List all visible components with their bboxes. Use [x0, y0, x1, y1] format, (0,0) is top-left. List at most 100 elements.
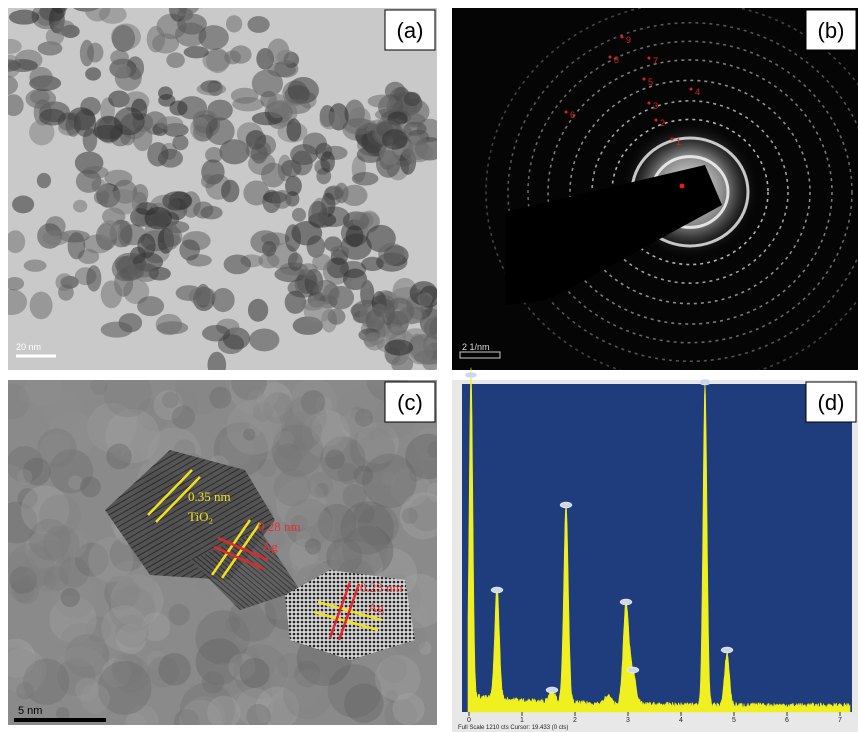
texture-blob: [172, 405, 196, 429]
texture-blob: [243, 428, 255, 440]
x-tick-label: 2: [573, 717, 577, 724]
particle: [262, 241, 276, 256]
body: 20 nm (a) 2 1/nm (b) 0.35 nm TiO₂ 0.28 n…: [0, 0, 858, 732]
particle: [224, 50, 241, 64]
ring-label: 3: [653, 101, 658, 111]
particle: [101, 322, 133, 338]
particle: [127, 263, 156, 277]
particle: [226, 15, 242, 32]
particle: [261, 163, 286, 188]
panel-label: (c): [397, 390, 423, 415]
texture-blob: [305, 538, 321, 554]
ring-marker: [621, 36, 624, 39]
particle: [364, 332, 385, 350]
x-tick-label: 7: [838, 717, 842, 724]
texture-blob: [106, 444, 132, 470]
particle: [221, 180, 239, 203]
particle: [404, 92, 421, 106]
texture-blob: [240, 658, 270, 688]
particle: [55, 273, 73, 291]
texture-blob: [202, 671, 225, 694]
panel-label: (a): [397, 18, 424, 43]
particle: [189, 287, 217, 306]
particle: [320, 111, 341, 129]
particle: [277, 50, 296, 65]
particle: [224, 254, 252, 274]
particle: [5, 277, 24, 290]
texture-blob: [17, 469, 32, 484]
plot-area: [462, 384, 852, 712]
particle: [408, 134, 428, 160]
particle: [147, 142, 168, 166]
texture-blob: [400, 492, 447, 539]
particle: [267, 62, 295, 77]
particle: [368, 95, 397, 108]
particle: [202, 325, 230, 341]
texture-blob: [207, 696, 240, 729]
texture-blob: [61, 588, 80, 607]
particle: [53, 20, 75, 35]
ring-marker: [648, 57, 651, 60]
peak-tag: [465, 372, 477, 378]
particle: [384, 298, 414, 325]
particle: [246, 140, 272, 160]
texture-blob: [88, 537, 133, 582]
annotation: Ag: [262, 539, 278, 554]
particle: [111, 24, 141, 51]
particle: [285, 291, 306, 314]
peak-tag: [620, 599, 632, 605]
particle: [352, 172, 379, 185]
particle: [0, 39, 22, 54]
texture-blob: [409, 467, 423, 481]
particle: [166, 52, 185, 68]
particle: [86, 265, 101, 291]
particle: [248, 299, 268, 322]
ring-marker: [655, 119, 658, 122]
panel-label: (b): [818, 18, 845, 43]
particle: [152, 33, 179, 53]
texture-blob: [355, 409, 373, 427]
particle: [101, 280, 122, 308]
texture-blob: [342, 484, 366, 508]
x-tick-label: 4: [679, 717, 683, 724]
particle: [330, 246, 349, 258]
x-tick-label: 1: [520, 717, 524, 724]
particle: [417, 292, 432, 306]
texture-blob: [311, 413, 344, 446]
x-tick-label: 3: [626, 717, 630, 724]
particle: [42, 230, 69, 245]
texture-blob: [103, 369, 151, 417]
texture-blob: [334, 522, 388, 576]
particle: [114, 64, 131, 78]
particle: [68, 232, 86, 259]
ring-marker: [671, 138, 674, 141]
texture-blob: [274, 443, 302, 471]
particle: [267, 94, 288, 118]
ring-marker: [643, 78, 646, 81]
x-tick-label: 6: [785, 717, 789, 724]
particle: [291, 151, 313, 176]
particle: [137, 296, 164, 316]
particle: [87, 43, 103, 63]
ring-label: 1: [676, 137, 681, 147]
particle: [108, 189, 140, 215]
ring-marker: [565, 111, 568, 114]
particle: [361, 257, 384, 271]
particle: [29, 67, 52, 88]
ring-label: 2: [660, 118, 665, 128]
annotation: Ag: [368, 600, 384, 615]
texture-blob: [226, 400, 281, 455]
particle: [346, 225, 364, 247]
ring-marker: [648, 102, 651, 105]
center-marker: [680, 184, 685, 189]
texture-blob: [209, 387, 231, 409]
particle: [304, 301, 333, 323]
particle: [24, 260, 47, 272]
particle: [308, 201, 328, 229]
particle: [76, 170, 102, 193]
particle: [162, 191, 192, 210]
texture-blob: [80, 477, 101, 498]
texture-blob: [158, 653, 191, 686]
ring-label: 6: [570, 110, 575, 120]
peak-tag: [546, 687, 558, 693]
